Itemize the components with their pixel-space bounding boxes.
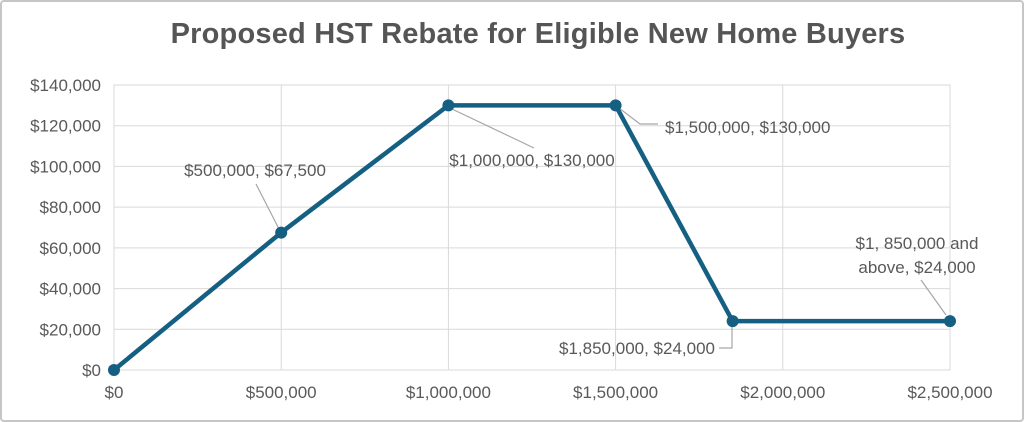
y-axis-tick-label: $120,000 (30, 117, 101, 136)
plot-area-border (113, 84, 951, 371)
data-label: $1,850,000, $24,000 (559, 339, 715, 358)
data-label: $500,000, $67,500 (184, 161, 326, 180)
y-axis-tick-label: $40,000 (40, 280, 101, 299)
y-axis-tick-label: $60,000 (40, 239, 101, 258)
data-label-leader-line (618, 107, 658, 125)
x-axis-tick-label: $2,000,000 (740, 383, 825, 402)
x-axis-tick-label: $2,500,000 (907, 383, 992, 402)
y-axis-tick-label: $80,000 (40, 198, 101, 217)
data-label-leader-line (451, 108, 535, 149)
data-point-marker (108, 364, 120, 376)
data-label-leader-line (719, 326, 733, 349)
data-point-marker (726, 315, 739, 328)
data-label: $1,500,000, $130,000 (665, 118, 830, 137)
data-point-marker (944, 315, 956, 328)
rebate-series-line (111, 103, 953, 373)
data-point-marker (442, 99, 455, 112)
x-axis-tick-label: $1,000,000 (406, 383, 491, 402)
y-axis-tick-label: $100,000 (30, 157, 101, 176)
data-point-marker (609, 99, 622, 112)
x-axis-tick-label: $1,500,000 (573, 383, 658, 402)
data-point-marker (275, 226, 288, 239)
data-label: $1, 850,000 and above, $24,000 (856, 234, 979, 277)
data-label-leader-line (255, 183, 280, 230)
y-axis-tick-label: $140,000 (30, 76, 101, 95)
data-label-leader-line (920, 279, 947, 316)
x-axis-tick-label: $500,000 (246, 383, 317, 402)
data-label: $1,000,000, $130,000 (449, 151, 614, 170)
y-axis-tick-label: $0 (82, 361, 101, 380)
chart-title: Proposed HST Rebate for Eligible New Hom… (170, 18, 906, 50)
y-axis-tick-label: $20,000 (40, 320, 101, 339)
x-axis-tick-label: $0 (105, 383, 124, 402)
